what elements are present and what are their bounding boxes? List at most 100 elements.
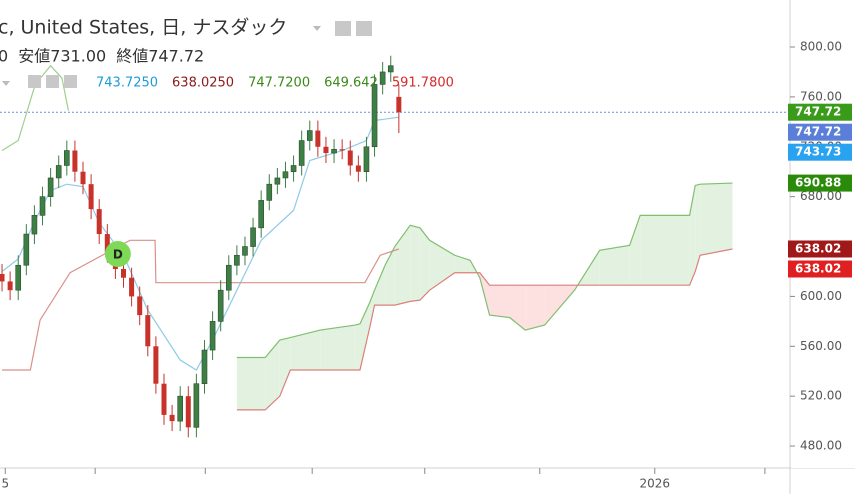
candle-body <box>282 171 289 179</box>
price-badge-label: 743.73 <box>795 145 841 159</box>
candle-body <box>323 146 329 154</box>
candle-body <box>39 196 46 216</box>
cloud-fill <box>629 215 641 286</box>
candle-body <box>387 65 394 73</box>
price-badge-label: 747.72 <box>795 105 841 119</box>
y-tick-label: 680.00 <box>800 189 842 203</box>
price-badge <box>788 103 852 121</box>
candle-body <box>7 281 13 291</box>
indicator-value: 743.7250 <box>96 76 158 91</box>
candle-body <box>201 349 208 385</box>
price-badge <box>788 174 852 192</box>
x-tick-label: 5 <box>1 477 9 491</box>
cloud-fill <box>419 227 430 301</box>
price-badge <box>788 260 852 278</box>
cloud-fill <box>525 285 545 331</box>
candle-body <box>274 177 281 185</box>
price-badge-label: 690.88 <box>795 176 841 190</box>
icon-button[interactable] <box>335 21 351 36</box>
candle-body <box>339 149 345 151</box>
price-badge-label: 638.02 <box>795 242 841 256</box>
candle-body <box>185 396 191 428</box>
candle-body <box>242 246 248 256</box>
candle-body <box>96 209 102 235</box>
candle-body <box>161 383 167 415</box>
icon-button[interactable] <box>356 21 372 36</box>
indicator-value: 747.7200 <box>248 76 310 91</box>
cloud-fill <box>429 240 455 291</box>
dropdown[interactable] <box>2 81 10 86</box>
cloud-fill <box>394 225 411 306</box>
candle-body <box>379 71 386 85</box>
candle-body <box>121 268 127 278</box>
indicator-line <box>236 248 733 411</box>
y-tick-label: 800.00 <box>800 40 842 54</box>
y-tick-label: 600.00 <box>800 289 842 303</box>
candle-body <box>177 395 183 422</box>
plot-area: D <box>0 55 790 438</box>
cloud-fill <box>355 323 360 370</box>
y-tick-label: 480.00 <box>800 439 842 453</box>
candle-body <box>55 165 62 179</box>
candle-body <box>363 146 370 173</box>
candle-body <box>0 273 5 282</box>
candle-body <box>153 346 159 384</box>
dropdown[interactable] <box>313 26 321 31</box>
icon-button[interactable] <box>28 75 41 88</box>
cloud-fill <box>374 265 386 306</box>
cloud-fill <box>544 285 575 326</box>
cloud-fill <box>236 357 266 410</box>
cloud-fill <box>290 330 321 370</box>
candle-body <box>80 171 86 185</box>
candle-body <box>145 315 151 347</box>
candle-body <box>193 383 200 428</box>
candle-body <box>47 177 54 197</box>
candle-body <box>290 165 297 173</box>
indicator-value: 649.642 <box>324 76 378 91</box>
y-tick-label: 760.00 <box>800 89 842 103</box>
ohlc-text: 0 <box>0 47 8 66</box>
cloud-fill <box>279 337 291 397</box>
price-badge-label: 747.72 <box>795 125 841 139</box>
dividend-label: D <box>113 248 123 262</box>
cloud-fill <box>320 325 356 370</box>
price-badge <box>788 123 852 141</box>
cloud-fill <box>599 245 630 286</box>
header: c, United States, 日, ナスダック 0 安値731.00 終値74… <box>0 17 454 91</box>
candle-body <box>234 254 240 266</box>
candle-body <box>217 289 224 322</box>
price-badge <box>788 143 852 161</box>
candle-body <box>72 150 78 172</box>
indicator-value: 638.0250 <box>172 76 234 91</box>
candle-body <box>64 150 70 166</box>
cloud-fill <box>509 285 526 331</box>
icon-button[interactable] <box>46 75 59 88</box>
x-tick-label: 2026 <box>639 477 670 491</box>
candle-body <box>347 150 353 166</box>
candle-body <box>298 140 305 166</box>
ohlc-text: 終値747.72 <box>116 47 204 66</box>
price-badge-label: 638.02 <box>795 262 841 276</box>
candle-body <box>137 296 143 316</box>
candle-body <box>315 130 321 147</box>
candle-body <box>225 264 232 291</box>
candle-body <box>129 277 135 297</box>
candle-body <box>355 165 361 172</box>
cloud-fill <box>369 290 375 328</box>
candle-body <box>88 184 94 210</box>
cloud-fill <box>489 285 510 318</box>
indicator-line <box>2 239 400 371</box>
candle-body <box>371 84 378 148</box>
indicator-line <box>236 182 733 359</box>
price-badge <box>788 240 852 258</box>
candle-body <box>266 183 273 201</box>
icon-button[interactable] <box>64 75 77 88</box>
candle-body <box>104 234 110 253</box>
ohlc-text: 安値731.00 <box>18 47 106 66</box>
cloud-fill <box>265 340 280 410</box>
candle-body <box>250 227 256 247</box>
candle-body <box>15 264 22 291</box>
candle-body <box>258 200 264 229</box>
